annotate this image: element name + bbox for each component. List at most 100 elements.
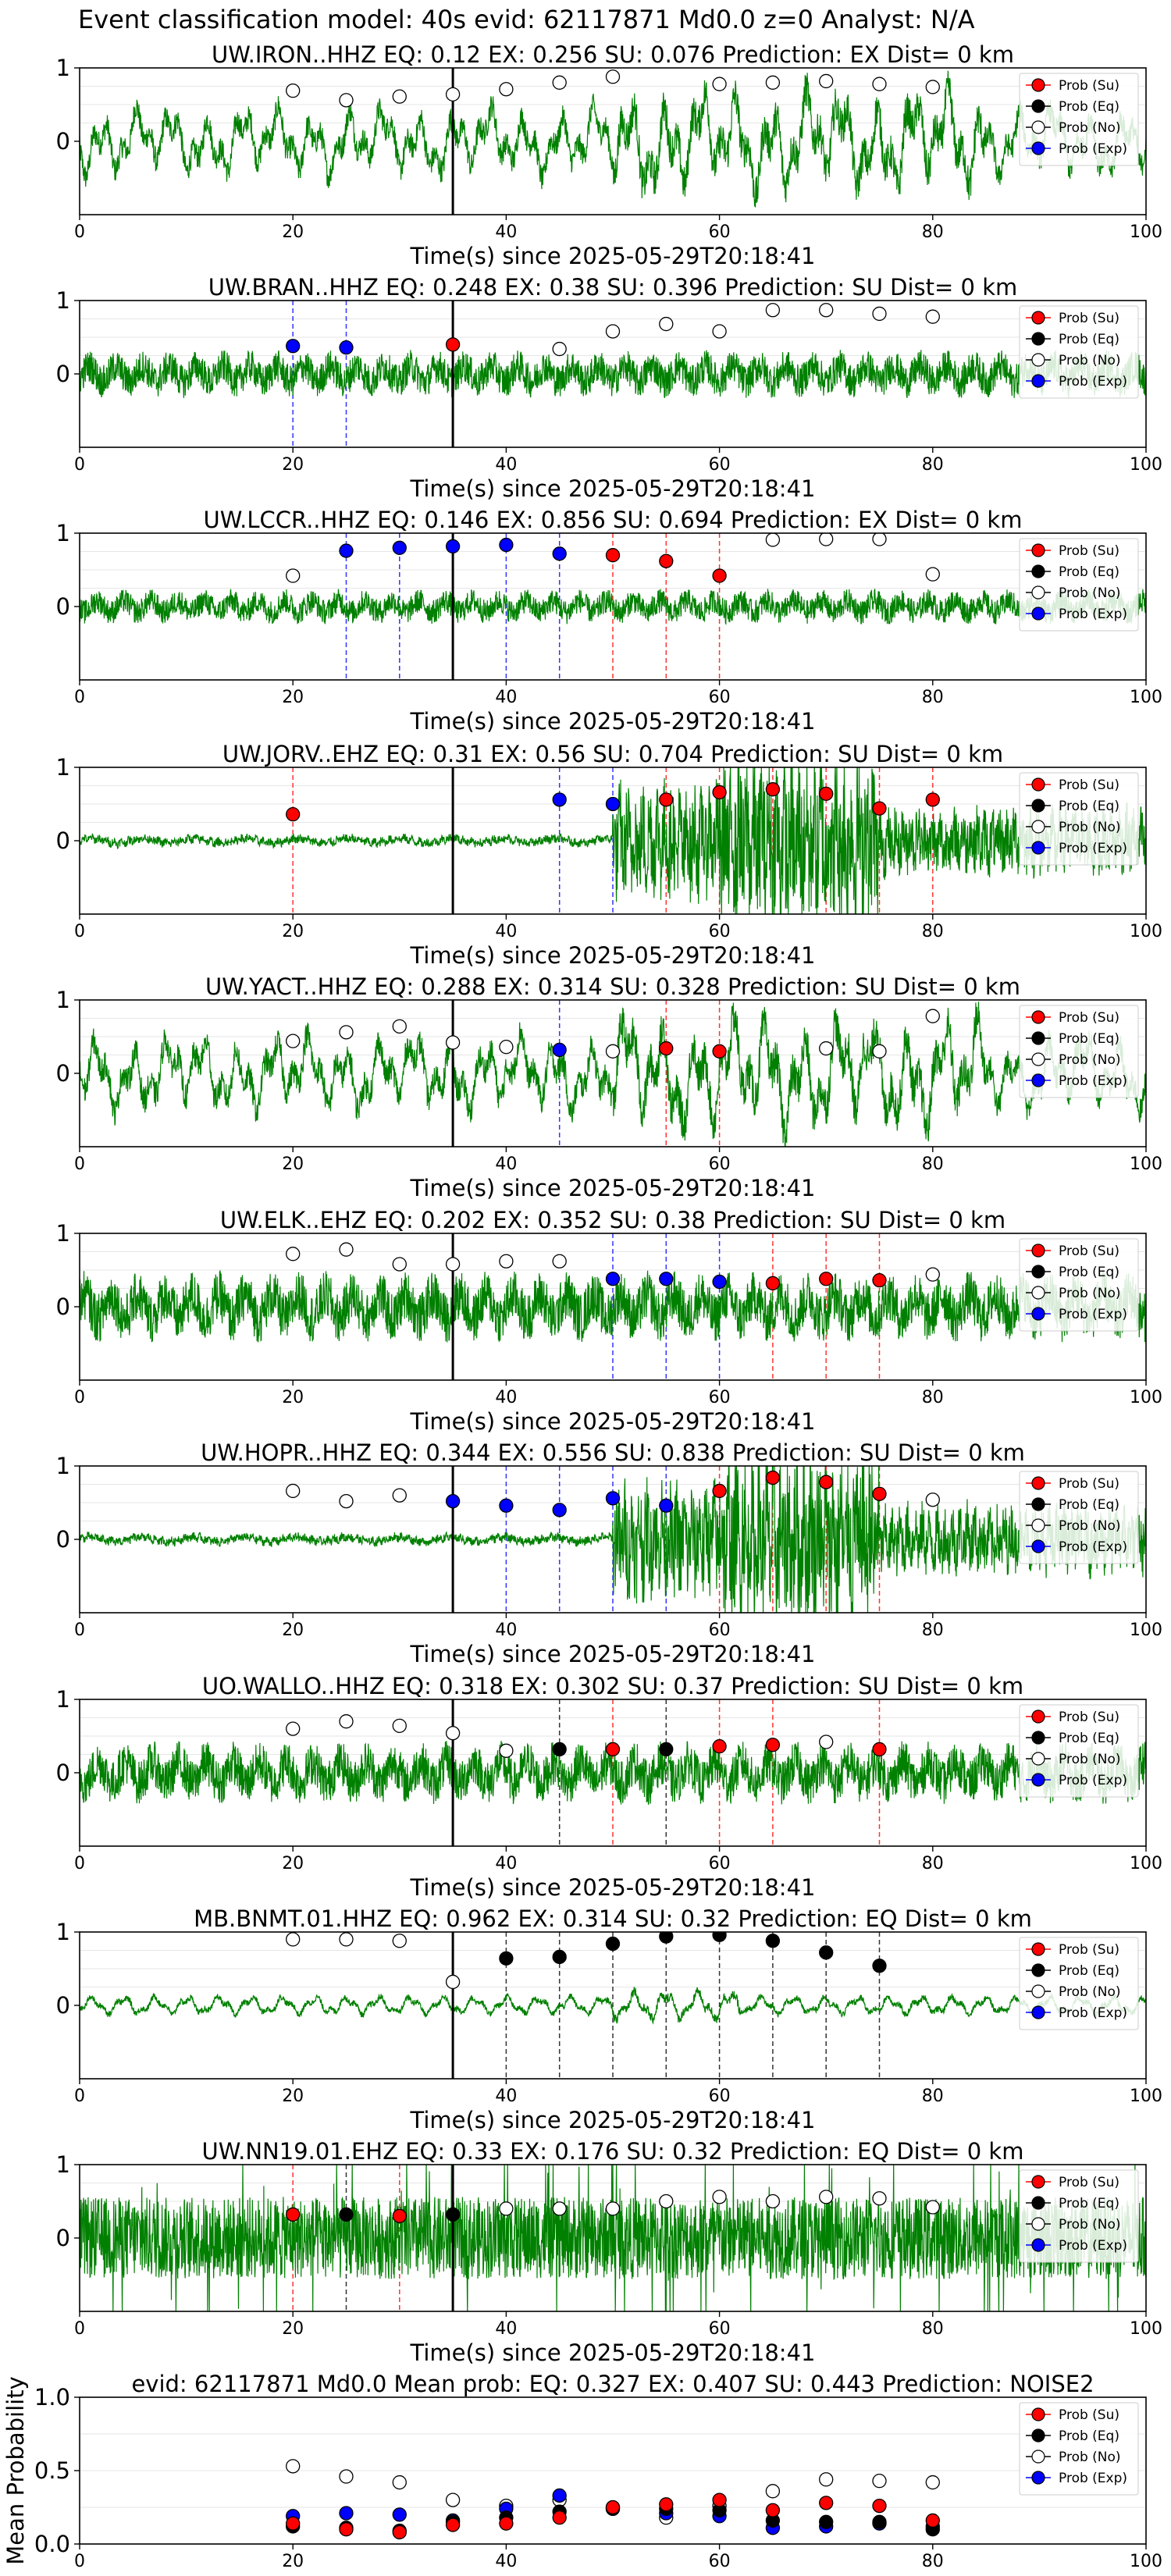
x-tick-label: 60: [709, 1155, 731, 1174]
x-tick-label: 0: [74, 1621, 85, 1640]
legend-box: [1019, 1238, 1139, 1332]
prob-marker-su: [392, 2208, 407, 2223]
panel-plot-area: [80, 1233, 1146, 1380]
legend-marker-su: [1031, 543, 1045, 557]
figure-suptitle: Event classification model: 40s evid: 62…: [78, 5, 975, 34]
legend-label-no: Prob (No): [1059, 353, 1121, 368]
legend-label-no: Prob (No): [1059, 1752, 1121, 1767]
prob-marker-no: [819, 1041, 834, 1056]
prob-marker-su: [392, 2524, 407, 2540]
x-tick-label: 40: [495, 1155, 517, 1174]
x-tick-label: 100: [1130, 1854, 1162, 1873]
prob-marker-no: [552, 341, 567, 357]
prob-marker-no: [445, 1726, 461, 1741]
prob-marker-su: [286, 807, 301, 822]
prob-marker-no: [765, 2194, 781, 2209]
x-tick-label: 60: [709, 1854, 731, 1873]
prob-marker-no: [339, 1714, 354, 1729]
x-tick-label: 60: [709, 1621, 731, 1640]
panel-plot-area: [80, 1000, 1146, 1147]
x-tick-label: 40: [495, 1621, 517, 1640]
x-tick-label: 20: [282, 455, 304, 475]
x-tick-label: 20: [282, 922, 304, 941]
prob-marker-su: [552, 2510, 567, 2525]
prob-marker-no: [445, 87, 461, 101]
legend-marker-eq: [1031, 1731, 1045, 1745]
x-tick-label: 100: [1130, 922, 1162, 941]
prob-marker-no: [872, 76, 887, 91]
prob-marker-su: [659, 2497, 674, 2512]
prob-marker-no: [659, 316, 674, 332]
legend-label-no: Prob (No): [1059, 1052, 1121, 1068]
x-tick-label: 60: [709, 1388, 731, 1407]
y-tick-label: 1: [56, 520, 70, 546]
legend-marker-exp: [1031, 141, 1045, 155]
y-tick-label: 0: [56, 593, 70, 620]
prob-marker-exp: [712, 1274, 727, 1290]
x-tick-label: 100: [1130, 455, 1162, 475]
x-tick-label: 80: [922, 688, 944, 707]
waveform-trace: [80, 1466, 1146, 1613]
panel-plot-area: [80, 1932, 1146, 2079]
legend-label-exp: Prob (Exp): [1059, 2005, 1127, 2021]
prob-marker-no: [712, 76, 727, 91]
x-tick-label: 0: [74, 2552, 85, 2571]
legend-label-su: Prob (Su): [1059, 1710, 1119, 1725]
panel-plot-area: [80, 301, 1146, 447]
prob-marker-eq: [872, 1959, 887, 1973]
legend-label-eq: Prob (Eq): [1059, 1497, 1119, 1513]
prob-marker-no: [445, 1257, 461, 1272]
prob-marker-eq: [552, 1742, 567, 1757]
y-tick-label: 1: [56, 2151, 70, 2178]
x-tick-label: 60: [709, 2552, 731, 2571]
prob-marker-exp: [605, 1491, 621, 1506]
legend-label-no: Prob (No): [1059, 2450, 1121, 2465]
legend-marker-exp: [1031, 1773, 1045, 1787]
prob-marker-no: [286, 568, 301, 583]
legend-marker-exp: [1031, 2005, 1045, 2019]
y-tick-label: 1: [56, 1220, 70, 1247]
legend-marker-eq: [1031, 2428, 1045, 2443]
legend-box: [1019, 2402, 1139, 2496]
x-tick-label: 20: [282, 2087, 304, 2106]
legend-label-exp: Prob (Exp): [1059, 841, 1127, 856]
prob-marker-eq: [659, 1932, 674, 1944]
legend-label-no: Prob (No): [1059, 2217, 1121, 2233]
legend-marker-su: [1031, 1942, 1045, 1956]
x-tick-label: 40: [495, 222, 517, 242]
prob-marker-su: [819, 1475, 834, 1489]
x-tick-label: 20: [282, 1854, 304, 1873]
y-tick-label: 1.0: [34, 2384, 70, 2411]
prob-marker-no: [339, 1493, 354, 1509]
prob-marker-exp: [445, 539, 461, 554]
prob-marker-no: [925, 1493, 940, 1507]
prob-marker-no: [445, 1974, 461, 1990]
panel-plot-area: [286, 2459, 940, 2540]
x-tick-label: 40: [495, 1854, 517, 1873]
prob-marker-no: [765, 2484, 781, 2499]
x-tick-label: 60: [709, 2319, 731, 2339]
legend-label-su: Prob (Su): [1059, 2175, 1119, 2190]
legend-label-exp: Prob (Exp): [1059, 2238, 1127, 2254]
legend-label-exp: Prob (Exp): [1059, 1773, 1127, 1788]
x-tick-label: 40: [495, 455, 517, 475]
prob-marker-exp: [445, 1493, 461, 1509]
legend-label-su: Prob (Su): [1059, 1010, 1119, 1026]
legend-marker-eq: [1031, 1497, 1045, 1511]
legend-label-su: Prob (Su): [1059, 1244, 1119, 1259]
prob-marker-su: [872, 801, 887, 816]
legend-marker-eq: [1031, 799, 1045, 813]
x-axis-label: Time(s) since 2025-05-29T20:18:41: [410, 708, 816, 735]
panel-plot-area: [80, 767, 1146, 914]
prob-marker-su: [712, 1739, 727, 1754]
legend-label-no: Prob (No): [1059, 1518, 1121, 1534]
prob-marker-eq: [819, 2514, 834, 2529]
x-tick-label: 20: [282, 222, 304, 242]
prob-marker-su: [712, 1483, 727, 1499]
prob-marker-no: [925, 2200, 940, 2215]
y-tick-label: 1: [56, 1686, 70, 1713]
prob-marker-no: [765, 533, 781, 547]
prob-marker-exp: [339, 340, 354, 355]
x-tick-label: 60: [709, 688, 731, 707]
prob-marker-su: [286, 2207, 301, 2222]
